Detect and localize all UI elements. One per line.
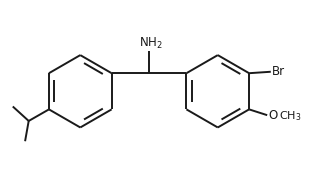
Text: CH$_3$: CH$_3$ [280, 109, 302, 123]
Text: O: O [269, 109, 278, 122]
Text: NH$_2$: NH$_2$ [139, 36, 163, 51]
Text: Br: Br [272, 65, 285, 78]
